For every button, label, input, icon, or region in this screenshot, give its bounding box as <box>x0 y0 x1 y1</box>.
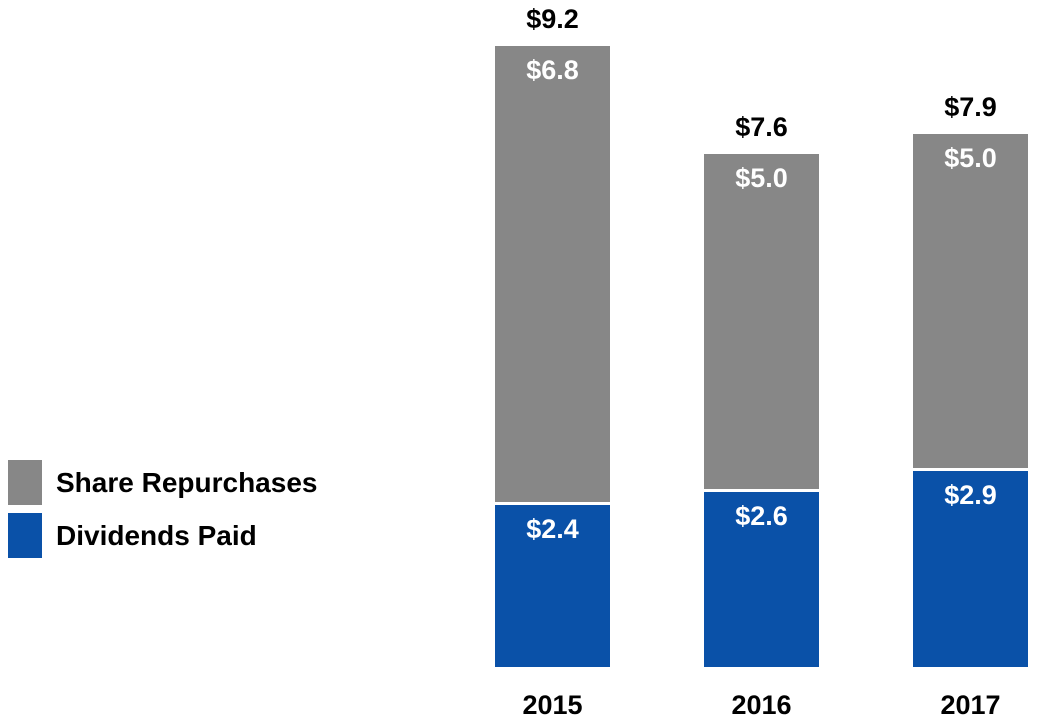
legend-label-share-repurchases: Share Repurchases <box>56 466 318 498</box>
legend-item-dividends-paid: Dividends Paid <box>8 513 317 558</box>
share-repurchases-swatch-icon <box>8 460 42 505</box>
share-repurchases-segment-2016: $5.0 <box>704 154 819 489</box>
total-label-2017: $7.9 <box>944 92 997 122</box>
dividends-paid-segment-2015: $2.4 <box>495 505 610 667</box>
share-repurchases-segment-2017: $5.0 <box>913 134 1028 468</box>
share-repurchases-value-label: $5.0 <box>735 163 788 193</box>
year-label-2017: 2017 <box>940 690 1001 720</box>
year-label-2015: 2015 <box>522 690 583 720</box>
year-label-2016: 2016 <box>731 690 792 720</box>
legend-item-share-repurchases: Share Repurchases <box>8 460 317 505</box>
dividends-paid-segment-2016: $2.6 <box>704 492 819 667</box>
legend-label-dividends-paid: Dividends Paid <box>56 519 257 551</box>
dividends-paid-value-label: $2.6 <box>735 501 788 531</box>
total-label-2015: $9.2 <box>526 4 579 34</box>
share-repurchases-value-label: $5.0 <box>944 143 997 173</box>
bar-group-2017: $7.9 $5.0 $2.9 2017 <box>913 0 1028 727</box>
share-repurchases-value-label: $6.8 <box>526 55 579 85</box>
legend: Share Repurchases Dividends Paid <box>8 460 317 558</box>
share-repurchases-segment-2015: $6.8 <box>495 46 610 502</box>
dividends-paid-segment-2017: $2.9 <box>913 471 1028 667</box>
dividends-paid-swatch-icon <box>8 513 42 558</box>
dividends-paid-value-label: $2.4 <box>526 514 579 544</box>
bar-group-2016: $7.6 $5.0 $2.6 2016 <box>704 0 819 727</box>
dividends-paid-value-label: $2.9 <box>944 480 997 510</box>
bar-group-2015: $9.2 $6.8 $2.4 2015 <box>495 0 610 727</box>
total-label-2016: $7.6 <box>735 112 788 142</box>
